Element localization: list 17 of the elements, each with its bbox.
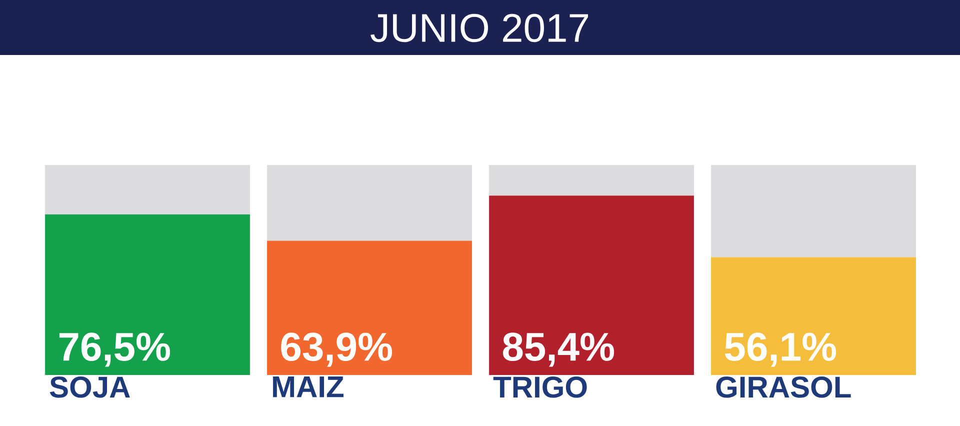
bar (45, 165, 250, 214)
bar (489, 165, 694, 196)
data-label: 63,9% (281, 332, 392, 367)
bar (489, 196, 694, 375)
x-tick-label: SOJA (50, 376, 130, 398)
data-label: 85,4% (502, 332, 614, 367)
bar (711, 165, 916, 258)
bar (267, 240, 472, 375)
bar (711, 257, 916, 375)
data-label: 76,5% (59, 332, 170, 367)
x-tick-label: GIRASOL (716, 376, 851, 398)
x-tick-label: TRIGO (493, 376, 587, 398)
bar (267, 165, 472, 241)
x-tick-label: MAIZ (273, 376, 344, 398)
chart-title: JUNIO 2017 (370, 14, 588, 42)
data-label: 56,1% (724, 332, 836, 367)
bar (45, 214, 250, 375)
